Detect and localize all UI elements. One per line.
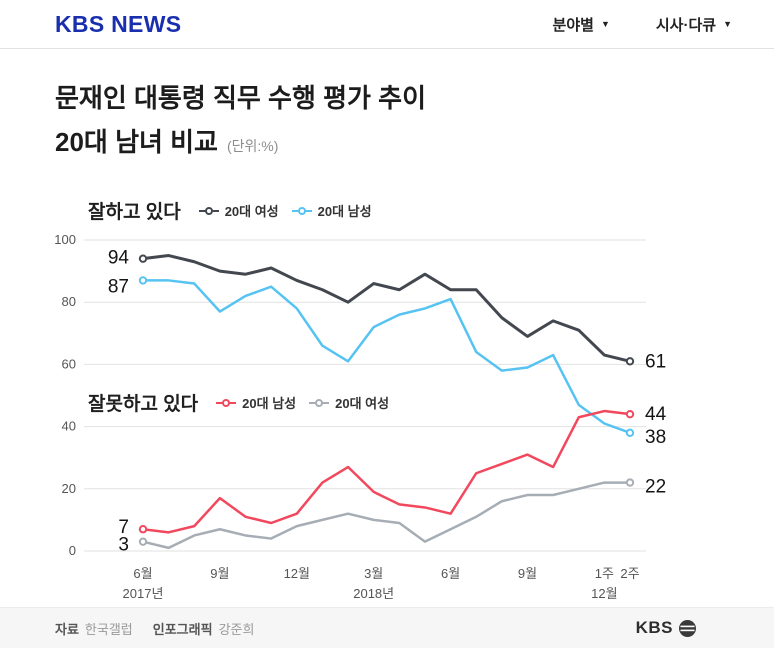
footer-credits: 자료 한국갤럽 인포그래픽 강준희 bbox=[55, 619, 268, 638]
header: KBS NEWS 분야별 ▼ 시사·다큐 ▼ bbox=[0, 0, 774, 49]
svg-text:1주: 1주 bbox=[595, 566, 614, 581]
top-nav: 분야별 ▼ 시사·다큐 ▼ bbox=[553, 14, 732, 35]
dropdown-arrow-icon: ▼ bbox=[600, 18, 610, 29]
legend-line-marker-icon bbox=[216, 398, 237, 407]
svg-text:20: 20 bbox=[62, 481, 76, 496]
page-subtitle-row: 20대 남녀 비교 (단위:%) bbox=[55, 122, 426, 159]
legend-items: 20대 여성 20대 남성 bbox=[198, 201, 372, 220]
kbs-logo-text: KBS bbox=[635, 618, 673, 637]
nav-item-category[interactable]: 분야별 ▼ bbox=[553, 14, 610, 35]
legend-line-marker-icon bbox=[198, 206, 219, 215]
nav-item-label: 분야별 bbox=[552, 16, 594, 34]
svg-text:7: 7 bbox=[118, 517, 129, 538]
source-value: 한국갤럽 bbox=[84, 621, 133, 637]
svg-text:0: 0 bbox=[69, 543, 76, 558]
legend-label: 20대 여성 bbox=[224, 204, 279, 219]
legend-item: 20대 여성 bbox=[198, 201, 279, 220]
legend-item: 20대 여성 bbox=[309, 393, 389, 412]
legend-label: 20대 남성 bbox=[317, 204, 372, 219]
svg-text:3월: 3월 bbox=[364, 566, 383, 581]
svg-text:44: 44 bbox=[645, 404, 667, 425]
title-block: 문재인 대통령 직무 수행 평가 추이 20대 남녀 비교 (단위:%) bbox=[55, 82, 426, 159]
nav-item-label: 시사·다큐 bbox=[655, 16, 717, 34]
legend-line-marker-icon bbox=[291, 206, 312, 215]
svg-text:6월: 6월 bbox=[441, 566, 460, 581]
svg-text:12월: 12월 bbox=[591, 586, 617, 601]
credit-label: 인포그래픽 bbox=[152, 621, 213, 637]
nav-item-current-affairs[interactable]: 시사·다큐 ▼ bbox=[656, 14, 732, 35]
legend-label: 20대 여성 bbox=[335, 396, 390, 411]
legend-items: 20대 남성 20대 여성 bbox=[216, 393, 389, 412]
svg-text:100: 100 bbox=[54, 232, 76, 247]
page-subtitle: 20대 남녀 비교 bbox=[55, 126, 218, 157]
source-label: 자료 bbox=[55, 621, 79, 637]
credit-value: 강준희 bbox=[218, 621, 255, 637]
svg-text:2주: 2주 bbox=[620, 566, 639, 581]
svg-text:80: 80 bbox=[62, 294, 76, 309]
trend-chart-svg: 0 20 40 60 80 100 6월 9월 12월 3월 6월 9월 1주 2주 2017년 2018년 1… bbox=[54, 232, 667, 601]
legend-item: 20대 남성 bbox=[291, 201, 372, 220]
page-title: 문재인 대통령 직무 수행 평가 추이 bbox=[55, 83, 426, 113]
svg-text:2018년: 2018년 bbox=[353, 586, 394, 601]
dropdown-arrow-icon: ▼ bbox=[723, 18, 732, 29]
legend-negative: 잘못하고 있다 20대 남성 20대 여성 bbox=[88, 389, 389, 416]
svg-text:94: 94 bbox=[108, 248, 130, 269]
svg-text:12월: 12월 bbox=[284, 566, 310, 581]
kbs-news-logo[interactable]: KBS NEWS bbox=[55, 10, 182, 37]
svg-text:40: 40 bbox=[62, 419, 76, 434]
unit-label: (단위:%) bbox=[226, 137, 279, 154]
svg-text:61: 61 bbox=[645, 351, 666, 372]
legend-positive: 잘하고 있다 20대 여성 20대 남성 bbox=[88, 197, 372, 224]
svg-text:60: 60 bbox=[62, 356, 76, 371]
svg-text:2017년: 2017년 bbox=[123, 586, 164, 601]
legend-title: 잘못하고 있다 bbox=[88, 394, 199, 415]
svg-text:3: 3 bbox=[118, 535, 129, 556]
kbs-globe-icon bbox=[679, 619, 696, 637]
legend-item: 20대 남성 bbox=[216, 393, 296, 412]
svg-text:9월: 9월 bbox=[210, 566, 229, 581]
svg-text:9월: 9월 bbox=[518, 566, 537, 581]
footer: 자료 한국갤럽 인포그래픽 강준희 KBS bbox=[0, 607, 774, 648]
legend-title: 잘하고 있다 bbox=[88, 202, 181, 223]
svg-text:22: 22 bbox=[645, 477, 666, 498]
kbs-footer-logo: KBS bbox=[636, 618, 697, 638]
trend-chart: 0 20 40 60 80 100 6월 9월 12월 3월 6월 9월 1주 2주 2017년 2018년 1… bbox=[40, 190, 740, 615]
svg-text:87: 87 bbox=[108, 276, 129, 297]
legend-label: 20대 남성 bbox=[242, 396, 297, 411]
legend-line-marker-icon bbox=[309, 398, 330, 407]
svg-text:38: 38 bbox=[645, 427, 666, 448]
svg-text:6월: 6월 bbox=[133, 566, 152, 581]
